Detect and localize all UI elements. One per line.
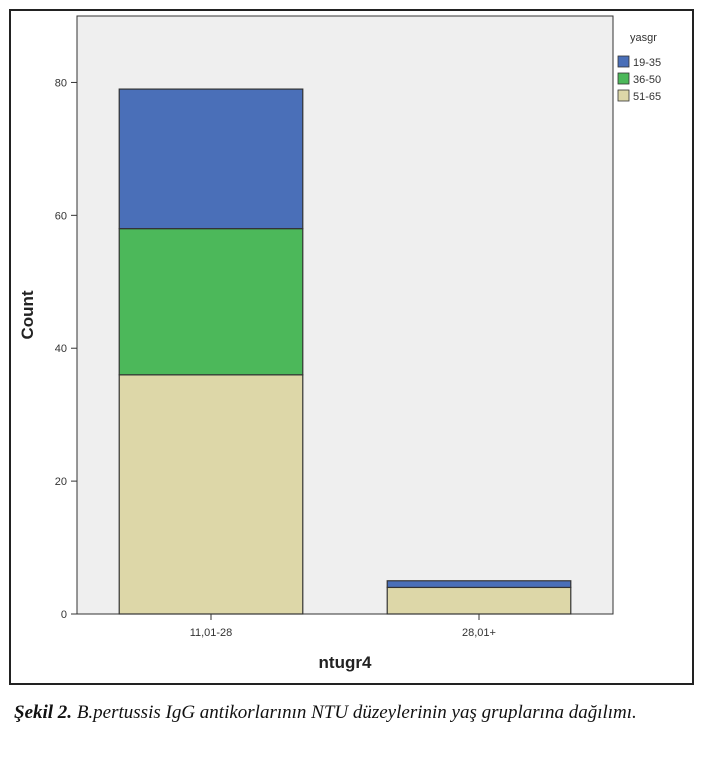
legend-title: yasgr — [630, 32, 657, 44]
bar-segment-19-35 — [118, 88, 304, 230]
x-tick-label: 28,01+ — [462, 627, 496, 639]
figure-caption: Şekil 2. B.pertussis IgG antikorlarının … — [14, 700, 694, 725]
y-tick-label: 80 — [55, 77, 67, 89]
y-tick-label: 40 — [55, 343, 67, 355]
legend-label-19-35: 19-35 — [633, 57, 661, 69]
bar-segment-51-65 — [386, 586, 572, 615]
legend: yasgr 19-35 36-50 51-65 — [617, 32, 661, 103]
y-axis-title: Count — [18, 290, 37, 339]
x-tick-label: 11,01-28 — [190, 627, 233, 639]
y-tick-label: 20 — [55, 476, 67, 488]
y-tick-label: 60 — [55, 210, 67, 222]
legend-swatch-19-35 — [617, 55, 630, 68]
chart: 0 20 40 60 80 11,01-28 28,01+ Count ntugr4 ya… — [18, 15, 661, 672]
x-axis-title: ntugr4 — [319, 653, 372, 672]
legend-swatch-51-65 — [617, 89, 630, 102]
y-tick-label: 0 — [61, 609, 67, 621]
caption-label: Şekil 2. — [14, 702, 73, 723]
bar-segment-19-35 — [386, 580, 572, 589]
caption-text: B.pertussis IgG antikorlarının NTU düzey… — [76, 702, 637, 723]
x-ticks: 11,01-28 28,01+ — [190, 614, 496, 639]
bar-segment-36-50 — [118, 228, 304, 376]
y-ticks: 0 20 40 60 80 — [55, 77, 77, 621]
bar-segment-51-65 — [118, 374, 304, 615]
legend-swatch-36-50 — [617, 72, 630, 85]
legend-label-51-65: 51-65 — [633, 91, 661, 103]
bars — [118, 88, 572, 615]
legend-label-36-50: 36-50 — [633, 74, 661, 86]
